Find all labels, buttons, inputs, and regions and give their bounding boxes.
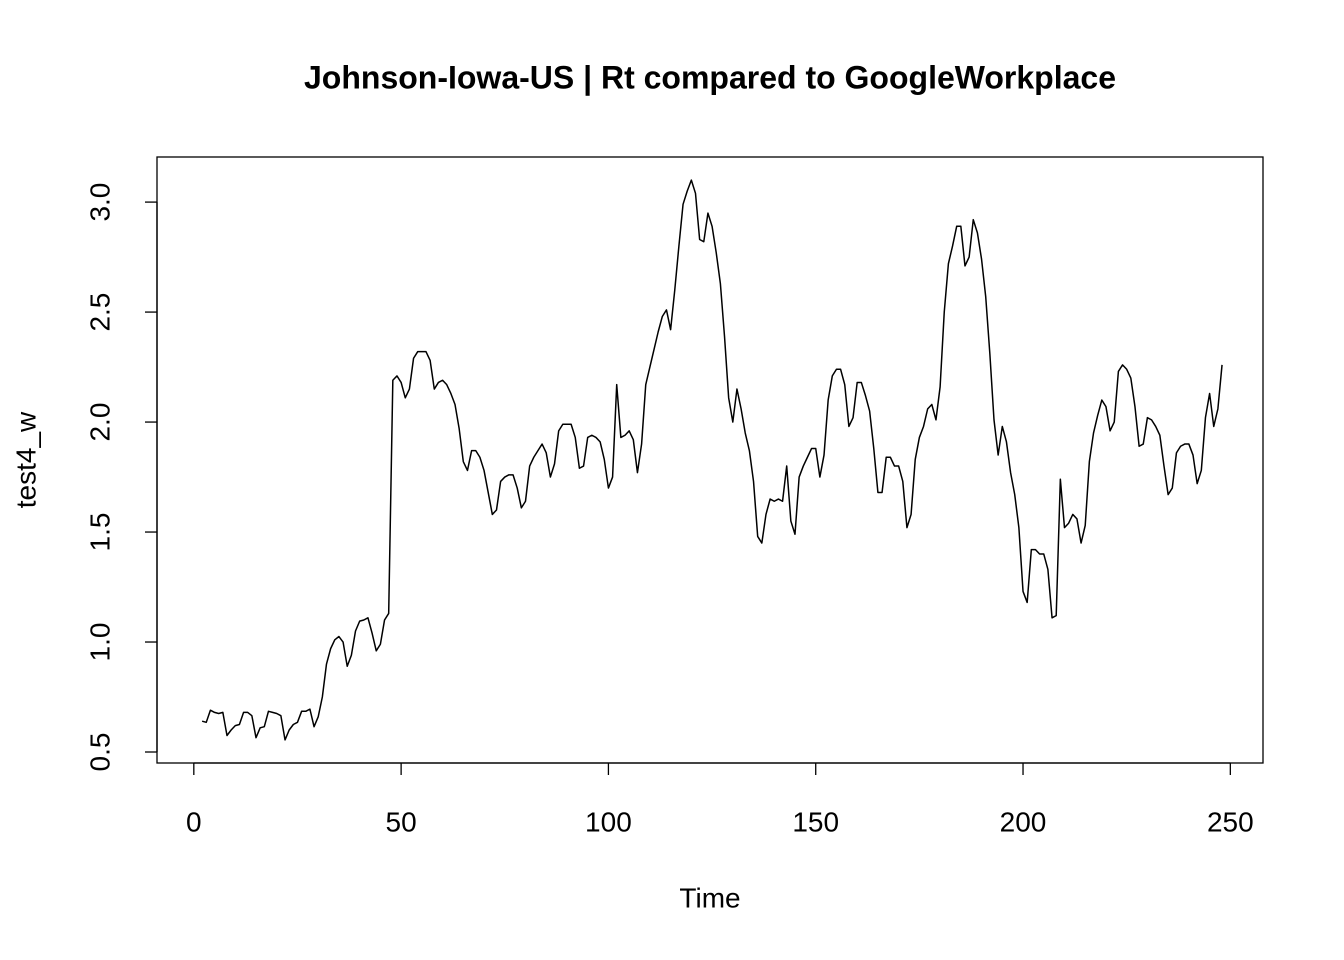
y-tick-label: 3.0	[84, 183, 115, 222]
plot-box	[156, 156, 1264, 764]
x-tick-label: 0	[186, 806, 202, 837]
y-tick-label: 1.0	[84, 623, 115, 662]
x-tick-label: 200	[1000, 806, 1047, 837]
y-tick-label: 2.0	[84, 403, 115, 442]
x-axis-label: Time	[679, 882, 740, 913]
x-tick-label: 50	[386, 806, 417, 837]
y-tick-label: 2.5	[84, 293, 115, 332]
y-axis-label: test4_w	[10, 411, 41, 508]
x-tick-label: 100	[585, 806, 632, 837]
chart-title: Johnson-Iowa-US | Rt compared to GoogleW…	[304, 59, 1116, 95]
data-line	[201, 179, 1223, 741]
y-tick-label: 0.5	[84, 733, 115, 772]
x-tick-label: 150	[792, 806, 839, 837]
x-tick-label: 250	[1207, 806, 1254, 837]
y-tick-label: 1.5	[84, 513, 115, 552]
